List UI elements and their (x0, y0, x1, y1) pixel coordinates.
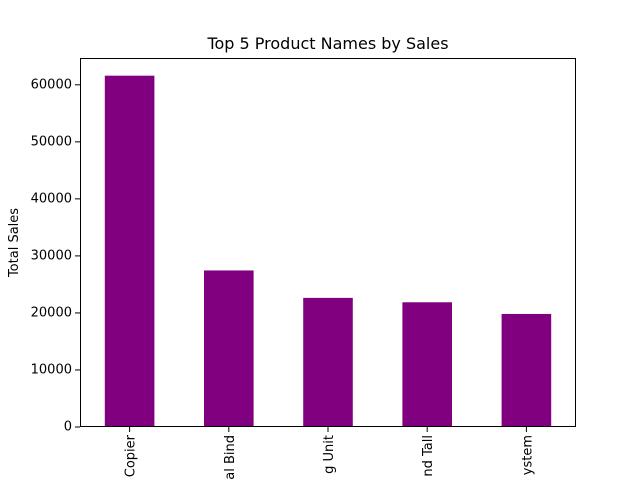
y-tick-label: 40000 (31, 191, 72, 206)
bar-3 (303, 297, 353, 427)
x-tick-label: g Unit (322, 435, 337, 474)
x-tick-label: Copier (124, 434, 139, 477)
y-tick-label: 0 (64, 420, 72, 435)
bar-5 (501, 313, 552, 427)
bar-4 (402, 302, 452, 427)
y-tick-label: 50000 (31, 134, 72, 149)
y-tick-label: 20000 (31, 305, 72, 320)
chart-title: Top 5 Product Names by Sales (206, 34, 448, 53)
bar-2 (204, 270, 254, 427)
y-tick-label: 60000 (31, 77, 72, 92)
y-tick-label: 30000 (31, 248, 72, 263)
x-tick-label: nd Tall (421, 435, 436, 477)
y-tick-label: 10000 (31, 362, 72, 377)
plot-frame (80, 58, 576, 427)
y-axis: 0 10000 20000 30000 40000 50000 60000 (31, 77, 80, 435)
y-axis-title: Total Sales (7, 208, 22, 278)
x-tick-label: ystem (520, 435, 535, 475)
x-axis: Copier al Bind g Unit nd Tall ystem (124, 427, 535, 480)
bar-1 (104, 75, 155, 428)
bars-layer (104, 75, 552, 428)
x-tick-label: al Bind (223, 435, 238, 480)
